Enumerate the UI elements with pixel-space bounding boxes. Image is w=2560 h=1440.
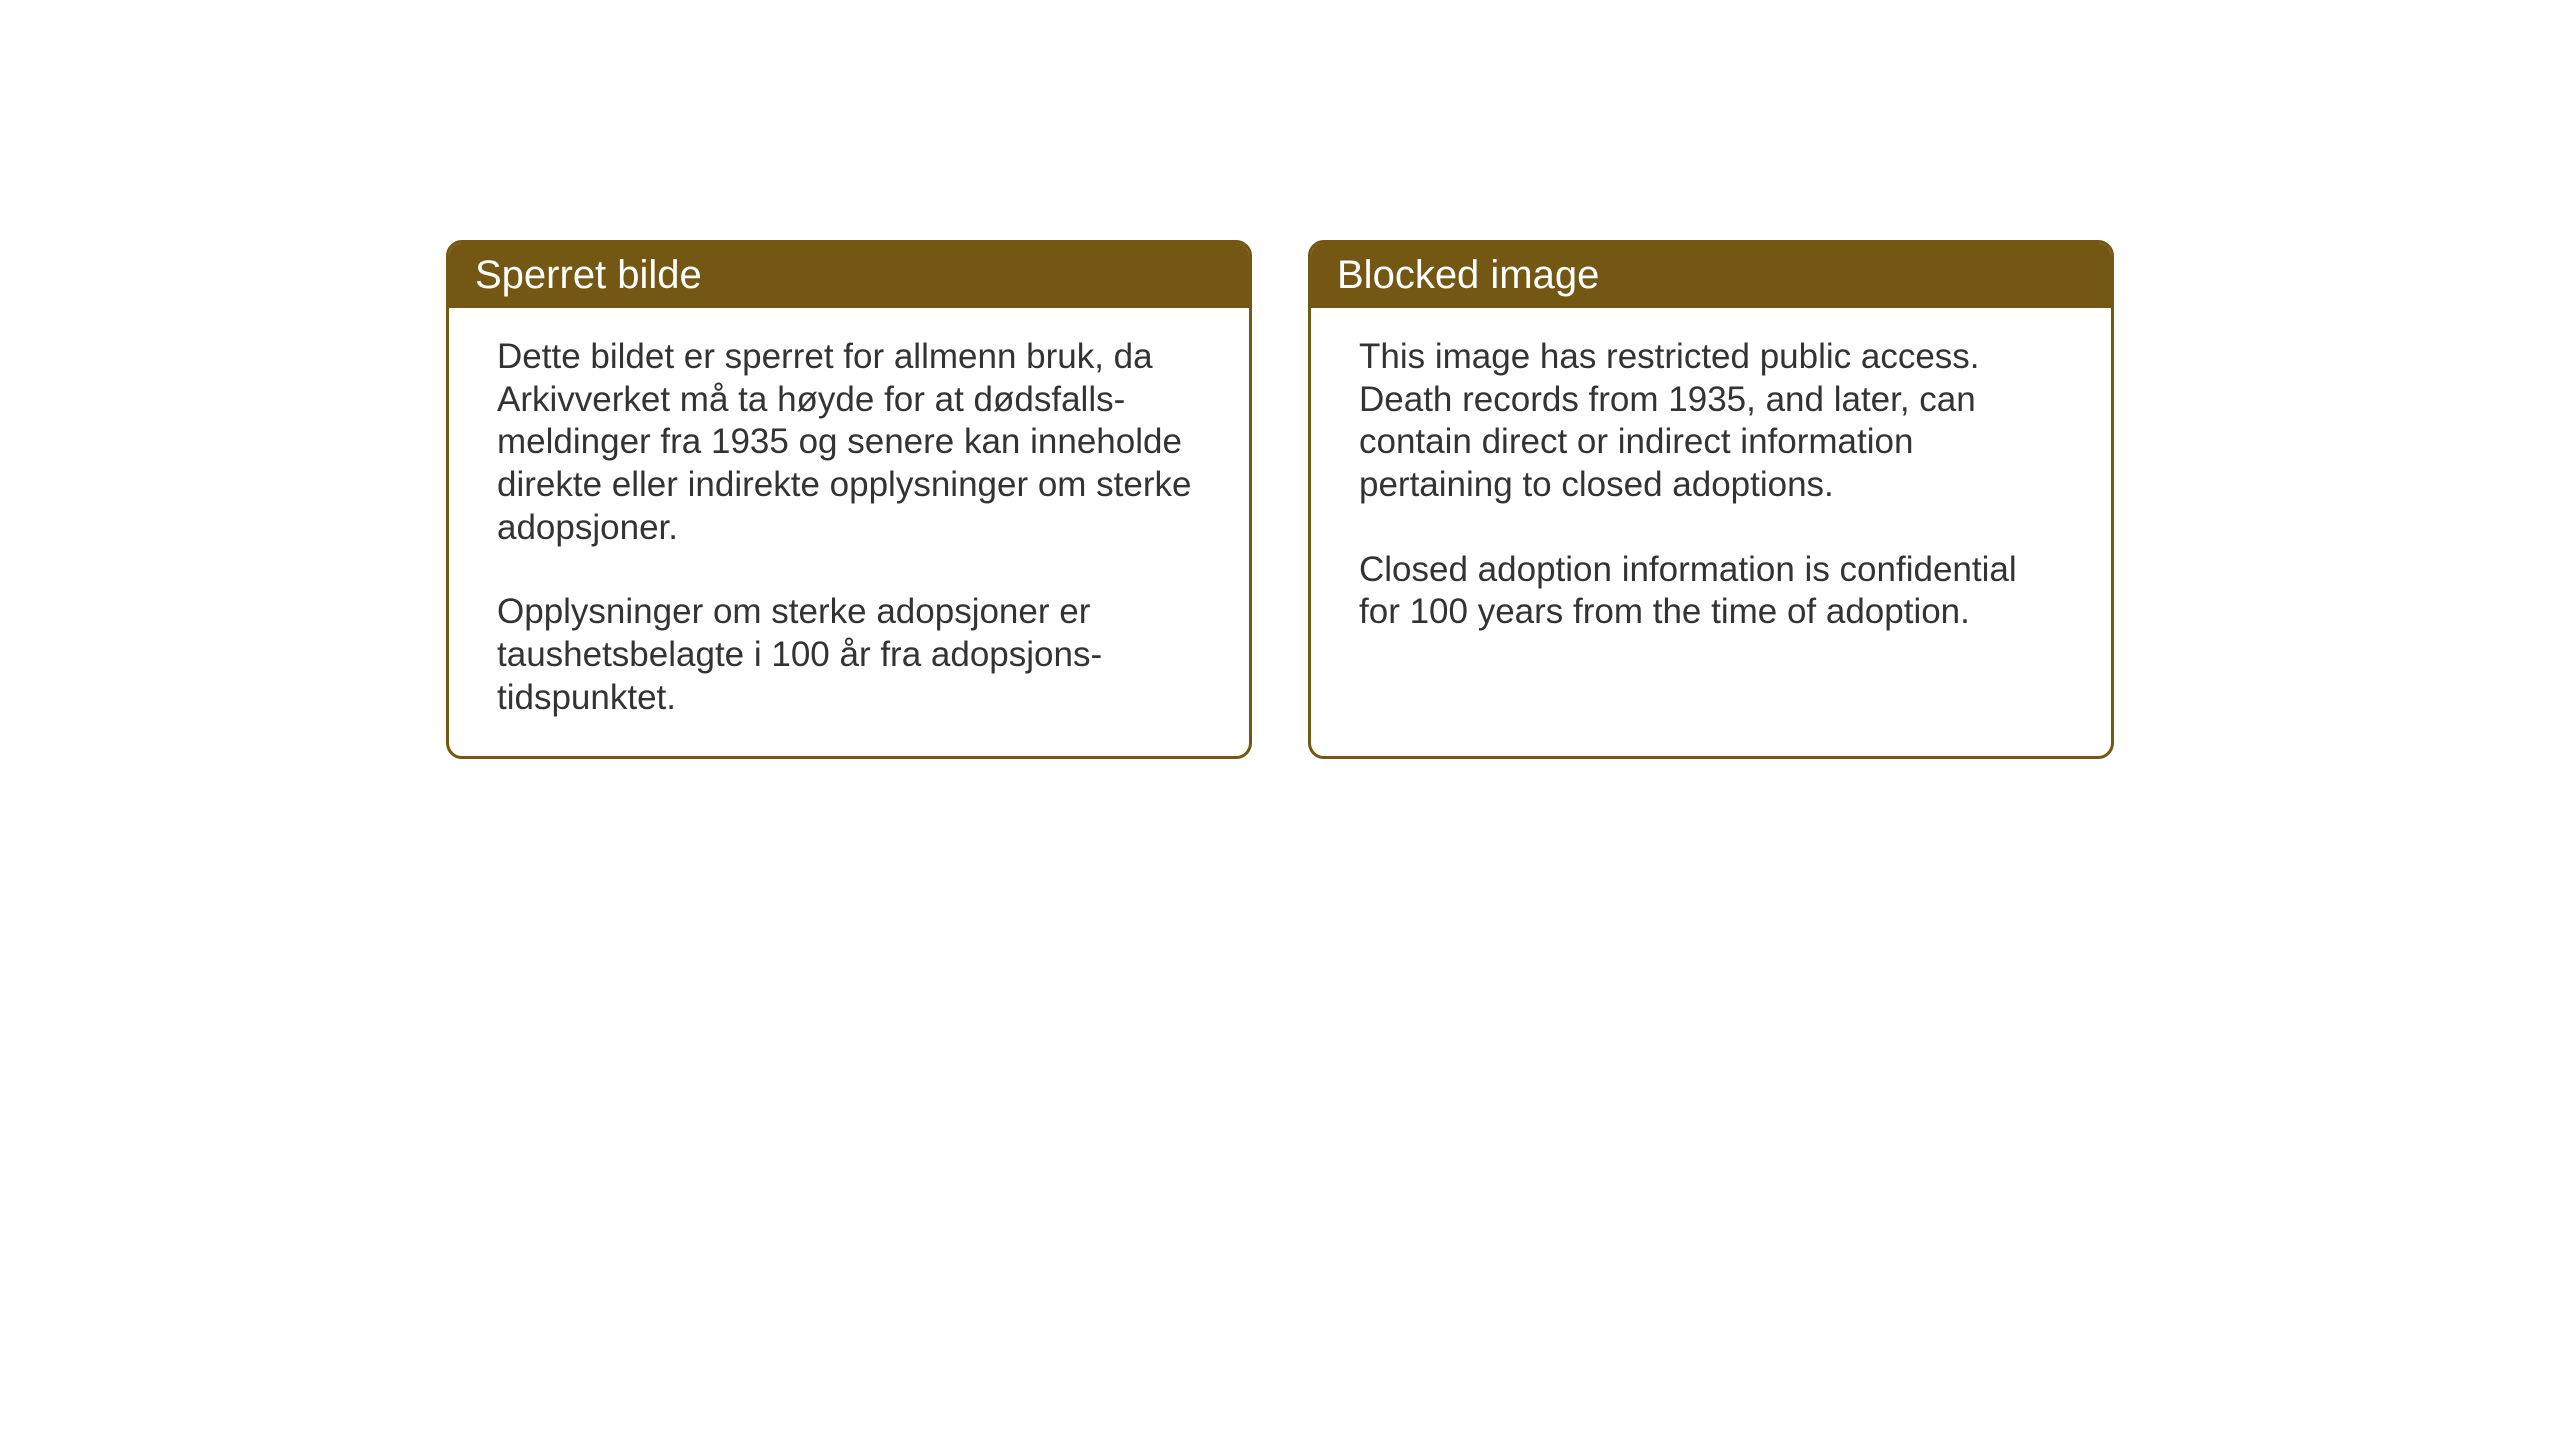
card-body-english: This image has restricted public access.… [1311, 308, 2111, 756]
card-body-norwegian: Dette bildet er sperret for allmenn bruk… [449, 308, 1249, 756]
card-paragraph-english-2: Closed adoption information is confident… [1359, 549, 2063, 634]
notice-container: Sperret bilde Dette bildet er sperret fo… [446, 240, 2114, 759]
blocked-image-card-english: Blocked image This image has restricted … [1308, 240, 2114, 759]
card-paragraph-norwegian-2: Opplysninger om sterke adopsjoner er tau… [497, 591, 1201, 719]
card-title-norwegian: Sperret bilde [449, 243, 1249, 308]
blocked-image-card-norwegian: Sperret bilde Dette bildet er sperret fo… [446, 240, 1252, 759]
card-paragraph-norwegian-1: Dette bildet er sperret for allmenn bruk… [497, 336, 1201, 549]
card-paragraph-english-1: This image has restricted public access.… [1359, 336, 2063, 507]
card-title-english: Blocked image [1311, 243, 2111, 308]
